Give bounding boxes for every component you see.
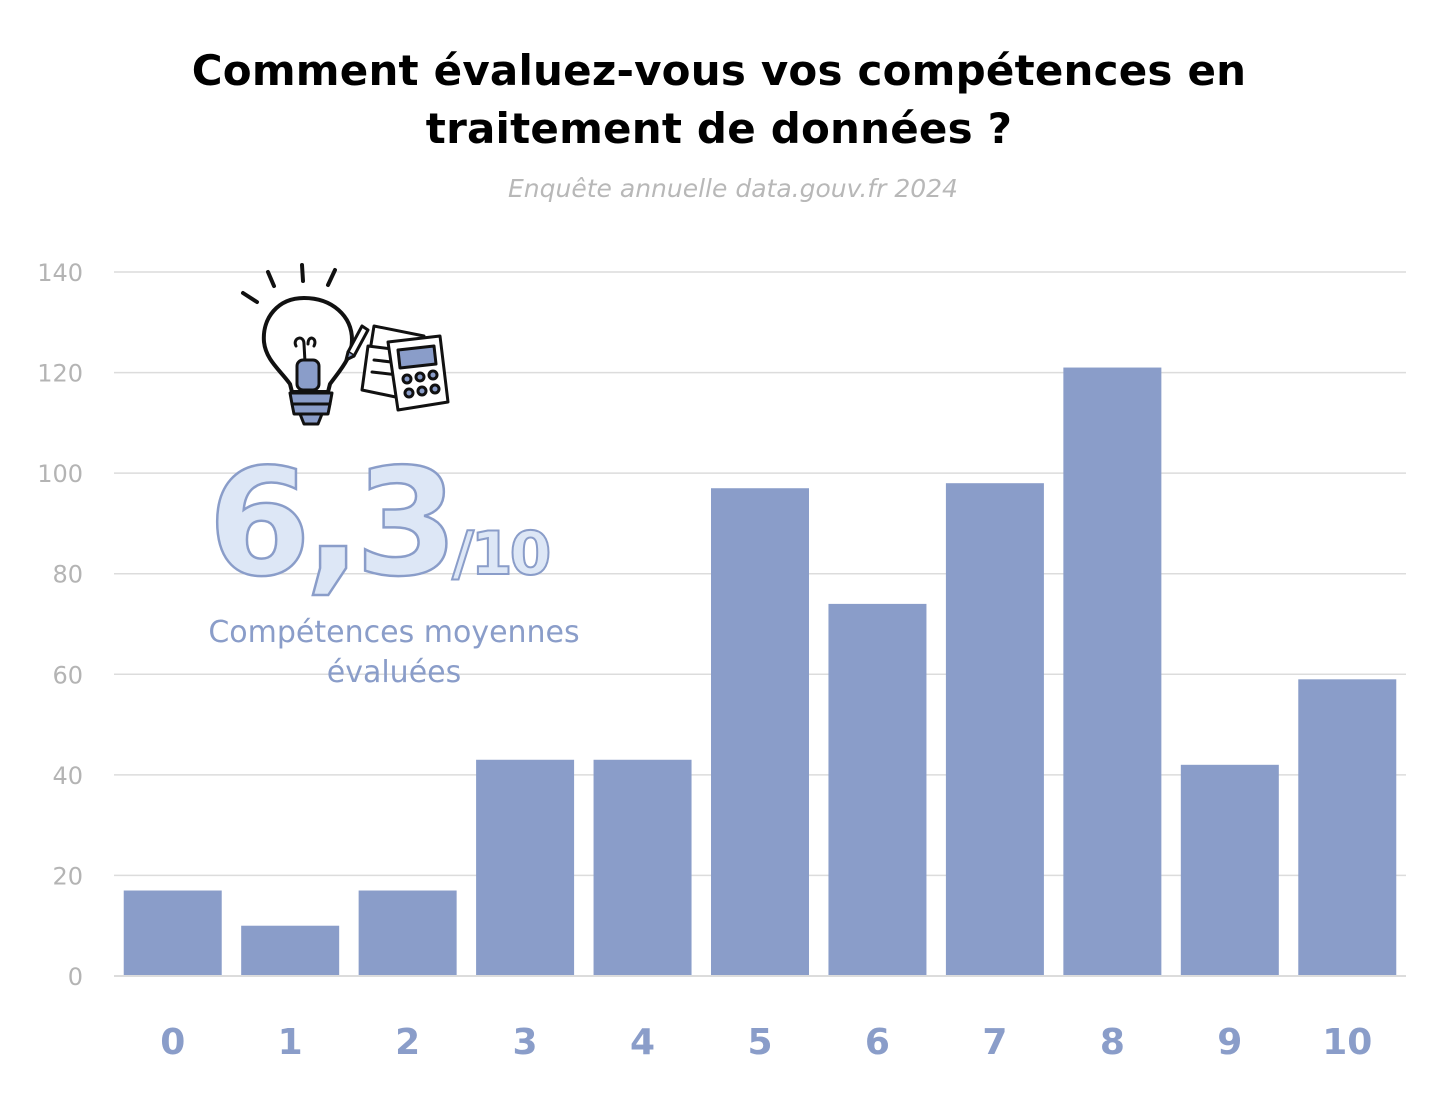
y-tick-label: 60 xyxy=(52,661,83,689)
bar xyxy=(123,890,222,976)
x-axis-ticks: 0 1 2 3 4 5 6 7 8 9 10 xyxy=(160,1022,1372,1063)
bars xyxy=(114,367,1406,977)
bar xyxy=(1063,367,1162,976)
bar xyxy=(593,759,692,976)
x-tick-label: 9 xyxy=(1217,1022,1242,1063)
chart-title-line-1: Comment évaluez-vous vos compétences en xyxy=(191,46,1247,95)
x-tick-label: 10 xyxy=(1322,1022,1372,1063)
y-tick-label: 40 xyxy=(52,762,83,790)
lightbulb-icon xyxy=(241,263,354,426)
bar xyxy=(476,759,575,976)
bar xyxy=(1180,764,1279,976)
y-tick-label: 20 xyxy=(52,862,83,890)
bar xyxy=(241,925,340,976)
x-tick-label: 0 xyxy=(160,1022,185,1063)
average-annotation: 6,3 /10 Compétences moyennes évaluées xyxy=(207,436,580,690)
y-tick-label: 100 xyxy=(37,460,83,488)
y-axis-ticks: 0 20 40 60 80 100 120 140 xyxy=(37,259,83,991)
bar xyxy=(945,483,1044,976)
bar xyxy=(711,488,809,976)
x-tick-label: 6 xyxy=(865,1022,890,1063)
average-score-suffix: /10 xyxy=(452,519,549,589)
y-tick-label: 140 xyxy=(37,259,83,287)
average-label-line-2: évaluées xyxy=(327,655,462,690)
x-tick-label: 2 xyxy=(395,1022,420,1063)
chart-subtitle: Enquête annuelle data.gouv.fr 2024 xyxy=(508,174,958,203)
average-score-value: 6,3 xyxy=(208,437,452,609)
calculator-icon xyxy=(344,324,450,412)
x-tick-label: 5 xyxy=(747,1022,772,1063)
x-tick-label: 7 xyxy=(982,1022,1007,1063)
x-tick-label: 8 xyxy=(1100,1022,1125,1063)
average-label-line-1: Compétences moyennes xyxy=(208,615,579,650)
y-tick-label: 0 xyxy=(68,963,83,991)
x-tick-label: 4 xyxy=(630,1022,655,1063)
x-tick-label: 3 xyxy=(513,1022,538,1063)
chart-title-line-2: traitement de données ? xyxy=(425,104,1013,153)
y-tick-label: 80 xyxy=(52,561,83,589)
bar xyxy=(358,890,457,976)
bar xyxy=(828,603,927,976)
chart-title: Comment évaluez-vous vos compétences en … xyxy=(0,42,1438,158)
x-tick-label: 1 xyxy=(278,1022,303,1063)
y-tick-label: 120 xyxy=(37,360,83,388)
bar xyxy=(1298,679,1397,976)
